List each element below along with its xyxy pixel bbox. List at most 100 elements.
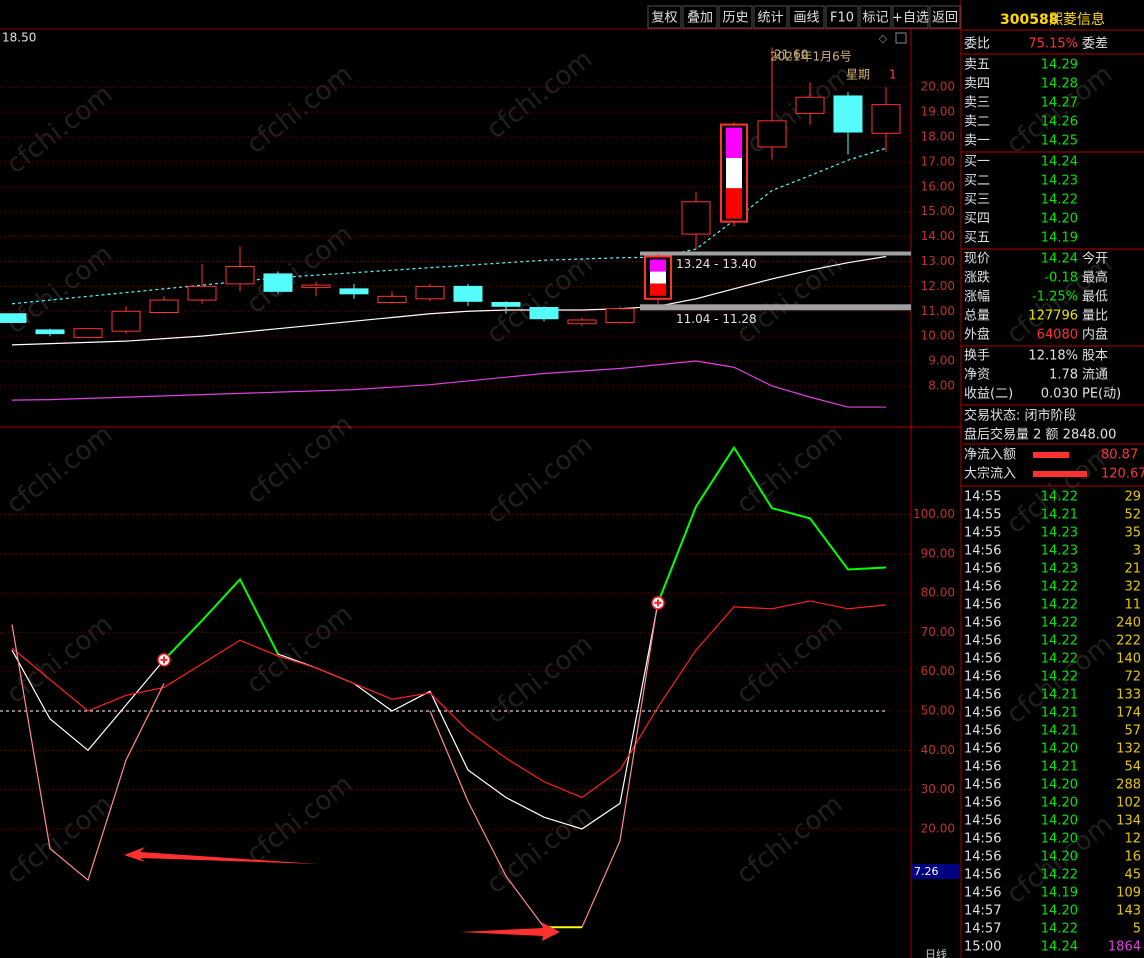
toolbar-button[interactable]	[859, 5, 892, 29]
book-label: 卖一	[964, 134, 990, 149]
trade-time: 14:56	[964, 616, 1001, 631]
toolbar-label[interactable]: 复权	[651, 10, 677, 26]
stat-label: 最低	[1082, 290, 1108, 305]
toolbar-button[interactable]	[718, 5, 753, 29]
stat-label: 现价	[964, 252, 990, 267]
trade-price: 14.24	[1041, 940, 1078, 955]
flow-bar	[1033, 471, 1087, 477]
label: 委差	[1082, 37, 1108, 52]
stat-label: PE(动)	[1082, 387, 1121, 402]
trade-price: 14.20	[1041, 832, 1078, 847]
candle-body	[35, 329, 65, 335]
toolbar-button[interactable]	[825, 5, 859, 29]
y-tick-label: 10.00	[921, 329, 955, 343]
trade-volume: 12	[1124, 832, 1141, 847]
candle-fill	[650, 259, 666, 272]
arrow	[460, 922, 560, 941]
trade-volume: 140	[1116, 652, 1141, 667]
stat-value: -0.18	[1044, 271, 1078, 286]
trade-volume: 109	[1116, 886, 1141, 901]
trade-price: 14.21	[1041, 688, 1078, 703]
trade-time: 14:56	[964, 580, 1001, 595]
range-label: 11.04 - 11.28	[676, 312, 757, 326]
toolbar-label[interactable]: 统计	[757, 11, 783, 26]
candle-body	[225, 265, 255, 285]
book-label: 卖五	[964, 58, 990, 73]
trade-volume: 174	[1116, 706, 1141, 721]
candle-body	[263, 273, 293, 292]
arrow	[124, 847, 318, 864]
book-label: 买四	[964, 212, 990, 227]
trade-time: 14:56	[964, 724, 1001, 739]
y-tick-label: 20.00	[921, 80, 955, 94]
flow-value: 80.87	[1101, 448, 1138, 463]
stat-label: 净资	[964, 368, 990, 383]
weekday-label: 星期	[846, 68, 870, 82]
y-tick-label: 13.00	[921, 254, 955, 268]
trade-time: 14:56	[964, 796, 1001, 811]
stat-label: 总量	[964, 309, 990, 324]
trade-time: 14:56	[964, 670, 1001, 685]
trade-price: 14.23	[1041, 526, 1078, 541]
toolbar-button[interactable]	[753, 5, 788, 29]
toolbar-label[interactable]: 叠加	[687, 11, 713, 26]
stat-label: 涨幅	[964, 290, 990, 305]
candle-body	[491, 302, 521, 307]
toolbar-label[interactable]: F10	[830, 11, 854, 26]
trade-price: 14.21	[1041, 724, 1078, 739]
toolbar-button[interactable]	[682, 5, 718, 29]
y-tick-label: 100.00	[913, 507, 955, 521]
trade-price: 14.23	[1041, 562, 1078, 577]
cursor-label: 7.26	[914, 865, 939, 878]
trade-price: 14.22	[1041, 616, 1078, 631]
trade-time: 14:56	[964, 814, 1001, 829]
toolbar-label[interactable]: 历史	[722, 11, 748, 26]
y-tick-label: 17.00	[921, 154, 955, 168]
flow-label: 大宗流入	[964, 466, 1016, 482]
toolbar-button[interactable]	[892, 5, 929, 29]
flow-value: 120.67	[1101, 467, 1144, 482]
trade-time: 14:56	[964, 832, 1001, 847]
trade-price: 14.22	[1041, 922, 1078, 937]
book-price: 14.28	[1041, 77, 1078, 92]
candle-body	[149, 299, 179, 313]
y-tick-label: 16.00	[921, 179, 955, 193]
trade-volume: 132	[1116, 742, 1141, 757]
toolbar-label[interactable]: 画线	[793, 11, 819, 26]
candle-body	[605, 308, 635, 323]
book-label: 卖三	[964, 96, 990, 111]
stat-value: 1.78	[1049, 368, 1078, 383]
book-price: 14.27	[1041, 96, 1078, 111]
y-tick-label: 60.00	[921, 664, 955, 678]
high-label: 21.60	[774, 48, 808, 62]
stat-label: 量比	[1082, 309, 1108, 324]
y-tick-label: 8.00	[928, 378, 955, 392]
trade-volume: 1864	[1108, 940, 1141, 955]
toolbar-label[interactable]: 标记	[862, 11, 888, 26]
range-label: 13.24 - 13.40	[676, 257, 757, 271]
y-tick-label: 18.00	[921, 130, 955, 144]
stat-label: 换手	[964, 349, 990, 364]
y-tick-label: 40.00	[921, 743, 955, 757]
y-tick-label: 80.00	[921, 586, 955, 600]
trade-volume: 32	[1124, 580, 1141, 595]
stock-name: 熙菱信息	[1049, 11, 1105, 28]
toolbar-label[interactable]: 返回	[932, 11, 958, 26]
trade-volume: 11	[1124, 598, 1141, 613]
toolbar-button[interactable]	[929, 5, 961, 29]
stat-value: 64080	[1037, 328, 1078, 343]
toolbar-button[interactable]	[647, 5, 682, 29]
trade-price: 14.22	[1041, 634, 1078, 649]
stat-label: 涨跌	[964, 270, 990, 286]
trade-volume: 52	[1124, 508, 1141, 523]
y-tick-label: 90.00	[921, 546, 955, 560]
toolbar-button[interactable]	[788, 5, 825, 29]
toolbar-label[interactable]: +自选	[892, 11, 929, 26]
book-label: 卖四	[964, 77, 990, 92]
status: 交易状态: 闭市阶段	[964, 408, 1077, 424]
stat-value: -1.25%	[1032, 290, 1078, 305]
trade-time: 14:56	[964, 778, 1001, 793]
candle-body	[377, 295, 407, 304]
trade-time: 14:56	[964, 634, 1001, 649]
